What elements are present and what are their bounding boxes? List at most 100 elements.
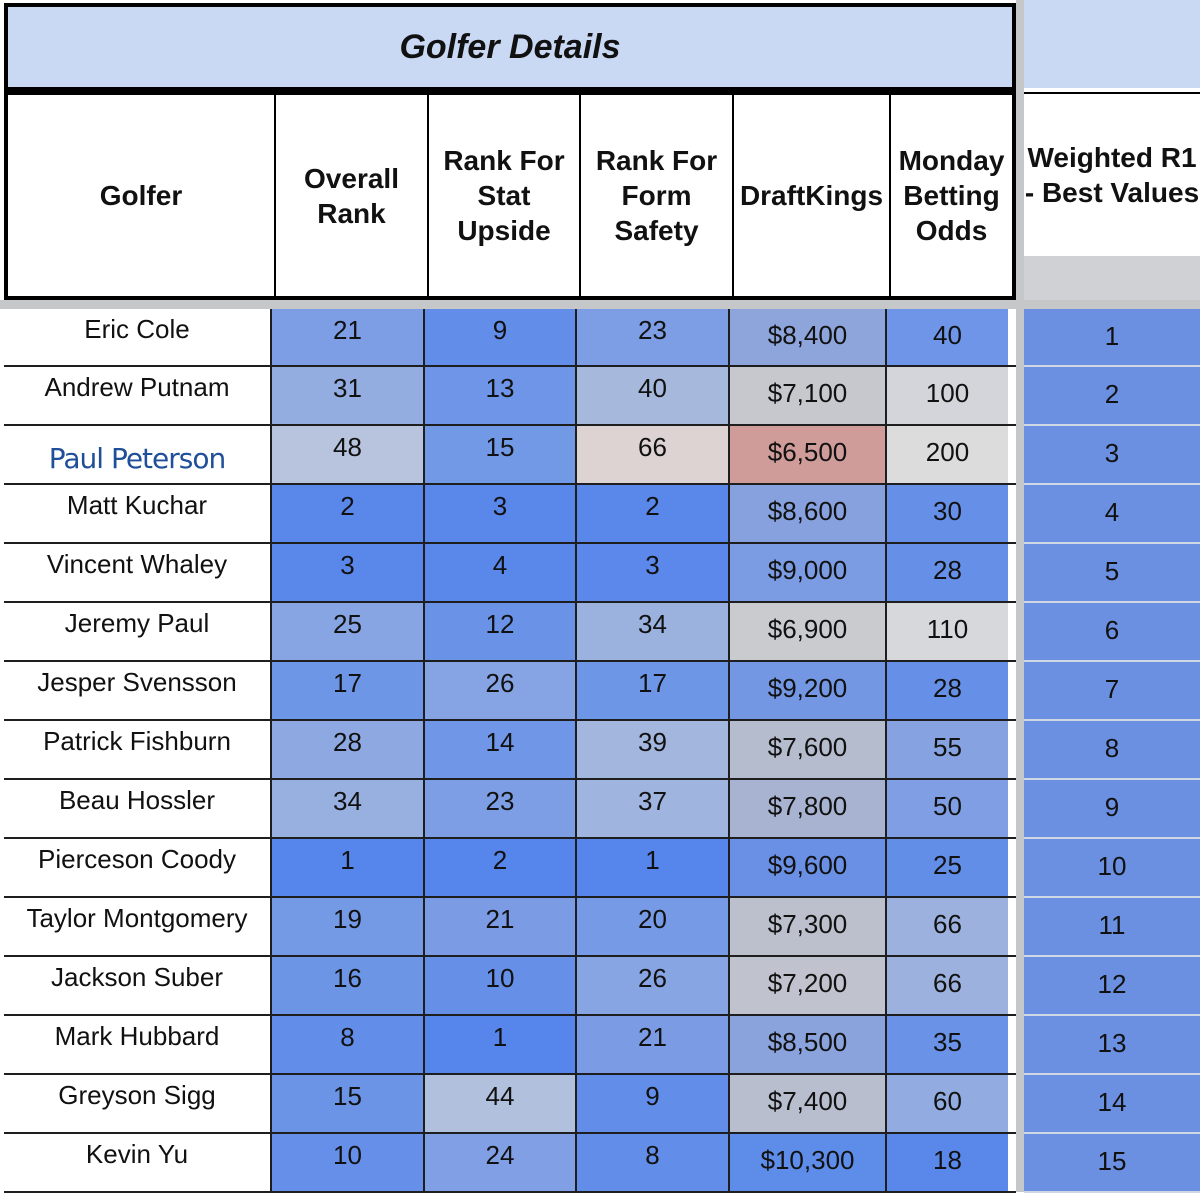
draftkings-salary-cell[interactable]: $7,100	[730, 367, 887, 424]
table-row[interactable]: Matt Kuchar 2 3 2 $8,600 30	[4, 485, 1016, 544]
stat-upside-cell[interactable]: 2	[425, 839, 577, 896]
golfer-name[interactable]: Matt Kuchar	[4, 485, 272, 542]
weighted-value-cell[interactable]: 14	[1024, 1075, 1200, 1134]
overall-rank-cell[interactable]: 2	[272, 485, 425, 542]
weighted-value-cell[interactable]: 11	[1024, 898, 1200, 957]
betting-odds-cell[interactable]: 18	[887, 1134, 1008, 1191]
stat-upside-cell[interactable]: 24	[425, 1134, 577, 1191]
golfer-name[interactable]: Paul Peterson	[4, 426, 272, 483]
overall-rank-cell[interactable]: 34	[272, 780, 425, 837]
draftkings-salary-cell[interactable]: $8,500	[730, 1016, 887, 1073]
stat-upside-cell[interactable]: 21	[425, 898, 577, 955]
table-row[interactable]: Paul Peterson 48 15 66 $6,500 200	[4, 426, 1016, 485]
overall-rank-cell[interactable]: 16	[272, 957, 425, 1014]
form-safety-cell[interactable]: 3	[577, 544, 730, 601]
stat-upside-cell[interactable]: 9	[425, 309, 577, 365]
header-betting-odds[interactable]: Monday Betting Odds	[898, 145, 1005, 246]
form-safety-cell[interactable]: 17	[577, 662, 730, 719]
stat-upside-cell[interactable]: 44	[425, 1075, 577, 1132]
stat-upside-cell[interactable]: 15	[425, 426, 577, 483]
betting-odds-cell[interactable]: 66	[887, 957, 1008, 1014]
overall-rank-cell[interactable]: 21	[272, 309, 425, 365]
draftkings-salary-cell[interactable]: $9,600	[730, 839, 887, 896]
draftkings-salary-cell[interactable]: $7,300	[730, 898, 887, 955]
betting-odds-cell[interactable]: 25	[887, 839, 1008, 896]
betting-odds-cell[interactable]: 28	[887, 544, 1008, 601]
header-overall-rank[interactable]: Overall Rank	[276, 95, 429, 296]
weighted-value-cell[interactable]: 7	[1024, 662, 1200, 721]
golfer-name[interactable]: Greyson Sigg	[4, 1075, 272, 1132]
draftkings-salary-cell[interactable]: $7,400	[730, 1075, 887, 1132]
stat-upside-cell[interactable]: 10	[425, 957, 577, 1014]
header-form-safety[interactable]: Rank For Form Safety	[581, 95, 734, 296]
table-row[interactable]: Vincent Whaley 3 4 3 $9,000 28	[4, 544, 1016, 603]
table-row[interactable]: Kevin Yu 10 24 8 $10,300 18	[4, 1134, 1016, 1193]
weighted-value-cell[interactable]: 6	[1024, 603, 1200, 662]
stat-upside-cell[interactable]: 13	[425, 367, 577, 424]
table-row[interactable]: Jackson Suber 16 10 26 $7,200 66	[4, 957, 1016, 1016]
betting-odds-cell[interactable]: 40	[887, 309, 1008, 365]
betting-odds-cell[interactable]: 55	[887, 721, 1008, 778]
draftkings-salary-cell[interactable]: $7,600	[730, 721, 887, 778]
form-safety-cell[interactable]: 34	[577, 603, 730, 660]
form-safety-cell[interactable]: 20	[577, 898, 730, 955]
header-stat-upside[interactable]: Rank For Stat Upside	[429, 95, 581, 296]
draftkings-salary-cell[interactable]: $7,800	[730, 780, 887, 837]
form-safety-cell[interactable]: 66	[577, 426, 730, 483]
overall-rank-cell[interactable]: 19	[272, 898, 425, 955]
betting-odds-cell[interactable]: 200	[887, 426, 1008, 483]
table-row[interactable]: Jesper Svensson 17 26 17 $9,200 28	[4, 662, 1016, 721]
overall-rank-cell[interactable]: 3	[272, 544, 425, 601]
form-safety-cell[interactable]: 21	[577, 1016, 730, 1073]
draftkings-salary-cell[interactable]: $6,500	[730, 426, 887, 483]
table-row[interactable]: Patrick Fishburn 28 14 39 $7,600 55	[4, 721, 1016, 780]
weighted-value-cell[interactable]: 12	[1024, 957, 1200, 1016]
weighted-value-cell[interactable]: 15	[1024, 1134, 1200, 1193]
form-safety-cell[interactable]: 8	[577, 1134, 730, 1191]
table-row[interactable]: Taylor Montgomery 19 21 20 $7,300 66	[4, 898, 1016, 957]
table-row[interactable]: Beau Hossler 34 23 37 $7,800 50	[4, 780, 1016, 839]
table-row[interactable]: Mark Hubbard 8 1 21 $8,500 35	[4, 1016, 1016, 1075]
weighted-value-cell[interactable]: 3	[1024, 426, 1200, 485]
betting-odds-cell[interactable]: 35	[887, 1016, 1008, 1073]
stat-upside-cell[interactable]: 26	[425, 662, 577, 719]
betting-odds-cell[interactable]: 28	[887, 662, 1008, 719]
header-draftkings[interactable]: DraftKings	[734, 95, 891, 296]
draftkings-salary-cell[interactable]: $9,200	[730, 662, 887, 719]
golfer-name[interactable]: Jackson Suber	[4, 957, 272, 1014]
draftkings-salary-cell[interactable]: $9,000	[730, 544, 887, 601]
golfer-name[interactable]: Eric Cole	[4, 309, 272, 365]
stat-upside-cell[interactable]: 3	[425, 485, 577, 542]
overall-rank-cell[interactable]: 17	[272, 662, 425, 719]
weighted-value-cell[interactable]: 10	[1024, 839, 1200, 898]
header-weighted-values[interactable]: Weighted R1 - Best Values	[1024, 92, 1200, 256]
overall-rank-cell[interactable]: 48	[272, 426, 425, 483]
betting-odds-cell[interactable]: 66	[887, 898, 1008, 955]
stat-upside-cell[interactable]: 12	[425, 603, 577, 660]
stat-upside-cell[interactable]: 23	[425, 780, 577, 837]
golfer-name[interactable]: Beau Hossler	[4, 780, 272, 837]
weighted-value-cell[interactable]: 4	[1024, 485, 1200, 544]
draftkings-salary-cell[interactable]: $6,900	[730, 603, 887, 660]
form-safety-cell[interactable]: 39	[577, 721, 730, 778]
betting-odds-cell[interactable]: 30	[887, 485, 1008, 542]
golfer-name[interactable]: Jeremy Paul	[4, 603, 272, 660]
betting-odds-cell[interactable]: 100	[887, 367, 1008, 424]
table-row[interactable]: Andrew Putnam 31 13 40 $7,100 100	[4, 367, 1016, 426]
overall-rank-cell[interactable]: 15	[272, 1075, 425, 1132]
weighted-value-cell[interactable]: 8	[1024, 721, 1200, 780]
form-safety-cell[interactable]: 2	[577, 485, 730, 542]
form-safety-cell[interactable]: 1	[577, 839, 730, 896]
weighted-value-cell[interactable]: 13	[1024, 1016, 1200, 1075]
overall-rank-cell[interactable]: 10	[272, 1134, 425, 1191]
overall-rank-cell[interactable]: 25	[272, 603, 425, 660]
overall-rank-cell[interactable]: 1	[272, 839, 425, 896]
table-row[interactable]: Pierceson Coody 1 2 1 $9,600 25	[4, 839, 1016, 898]
weighted-value-cell[interactable]: 5	[1024, 544, 1200, 603]
golfer-name[interactable]: Pierceson Coody	[4, 839, 272, 896]
overall-rank-cell[interactable]: 31	[272, 367, 425, 424]
golfer-name[interactable]: Jesper Svensson	[4, 662, 272, 719]
stat-upside-cell[interactable]: 14	[425, 721, 577, 778]
draftkings-salary-cell[interactable]: $7,200	[730, 957, 887, 1014]
golfer-name[interactable]: Patrick Fishburn	[4, 721, 272, 778]
